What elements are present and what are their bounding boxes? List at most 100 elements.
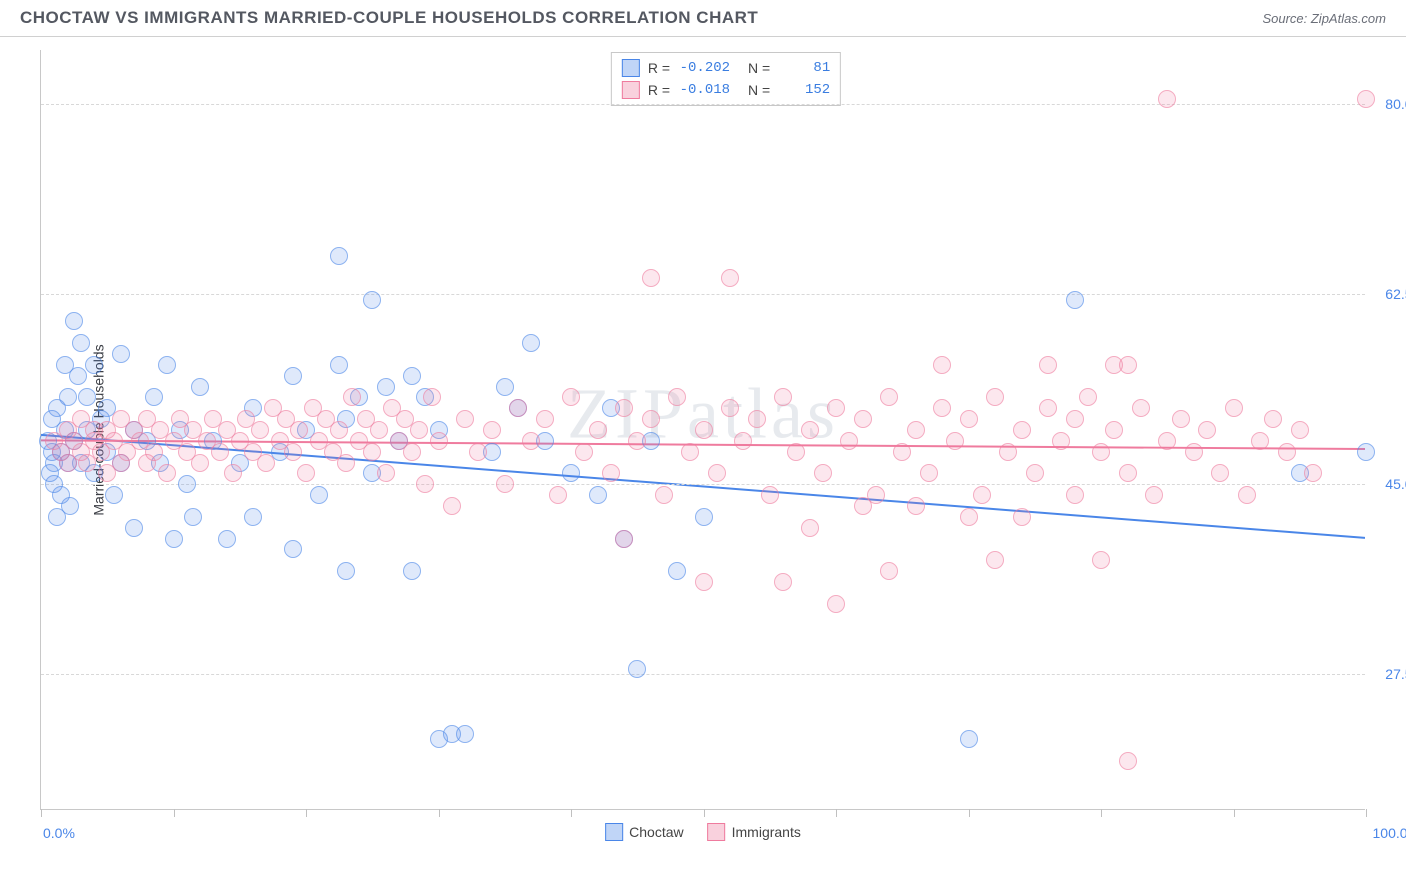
y-tick-label: 45.0% [1370,476,1406,492]
data-point [801,421,819,439]
data-point [363,443,381,461]
data-point [257,454,275,472]
data-point [290,421,308,439]
data-point [761,486,779,504]
legend-swatch [622,81,640,99]
data-point [536,410,554,428]
legend-r-value: -0.018 [678,79,730,101]
scatter-chart: Married-couple Households ZIPatlas R =-0… [40,50,1365,810]
source-name: ZipAtlas.com [1311,11,1386,26]
data-point [423,388,441,406]
gridline [41,674,1365,675]
data-point [774,573,792,591]
series-label: Immigrants [732,824,801,840]
data-point [1225,399,1243,417]
data-point [787,443,805,461]
data-point [1158,432,1176,450]
data-point [330,247,348,265]
x-tick [1234,809,1235,817]
data-point [410,421,428,439]
data-point [1092,443,1110,461]
data-point [867,486,885,504]
chart-title: CHOCTAW VS IMMIGRANTS MARRIED-COUPLE HOU… [20,8,758,28]
data-point [403,367,421,385]
data-point [456,410,474,428]
data-point [1013,421,1031,439]
data-point [655,486,673,504]
data-point [668,388,686,406]
data-point [178,475,196,493]
data-point [191,454,209,472]
series-label: Choctaw [629,824,683,840]
x-tick [306,809,307,817]
data-point [363,291,381,309]
data-point [337,454,355,472]
data-point [1264,410,1282,428]
data-point [1304,464,1322,482]
data-point [430,432,448,450]
data-point [668,562,686,580]
data-point [284,443,302,461]
y-tick-label: 80.0% [1370,96,1406,112]
data-point [575,443,593,461]
data-point [589,421,607,439]
series-legend: Choctaw Immigrants [605,823,801,841]
data-point [61,497,79,515]
data-point [628,432,646,450]
data-point [907,421,925,439]
data-point [284,540,302,558]
data-point [191,378,209,396]
data-point [125,519,143,537]
data-point [721,269,739,287]
x-tick [174,809,175,817]
data-point [310,486,328,504]
data-point [509,399,527,417]
legend-n-value: 152 [778,79,830,101]
legend-row: R =-0.202N =81 [622,57,830,79]
data-point [158,464,176,482]
data-point [1105,356,1123,374]
data-point [469,443,487,461]
data-point [774,388,792,406]
data-point [840,432,858,450]
x-tick [704,809,705,817]
gridline [41,484,1365,485]
data-point [1145,486,1163,504]
data-point [377,464,395,482]
data-point [1039,356,1057,374]
data-point [642,269,660,287]
data-point [112,345,130,363]
data-point [589,486,607,504]
data-point [1132,399,1150,417]
chart-header: CHOCTAW VS IMMIGRANTS MARRIED-COUPLE HOU… [0,0,1406,37]
data-point [443,497,461,515]
data-point [1238,486,1256,504]
data-point [1119,752,1137,770]
x-tick [571,809,572,817]
data-point [734,432,752,450]
data-point [681,443,699,461]
legend-r-value: -0.202 [678,57,730,79]
data-point [549,486,567,504]
data-point [999,443,1017,461]
data-point [59,388,77,406]
data-point [946,432,964,450]
data-point [522,334,540,352]
data-point [416,475,434,493]
y-tick-label: 62.5% [1370,286,1406,302]
data-point [403,562,421,580]
data-point [1092,551,1110,569]
legend-swatch [708,823,726,841]
data-point [456,725,474,743]
data-point [78,388,96,406]
data-point [251,421,269,439]
data-point [801,519,819,537]
legend-row: R =-0.018N =152 [622,79,830,101]
data-point [69,367,87,385]
correlation-legend: R =-0.202N =81R =-0.018N =152 [611,52,841,106]
data-point [1066,410,1084,428]
data-point [642,410,660,428]
x-tick [969,809,970,817]
data-point [244,508,262,526]
data-point [960,730,978,748]
